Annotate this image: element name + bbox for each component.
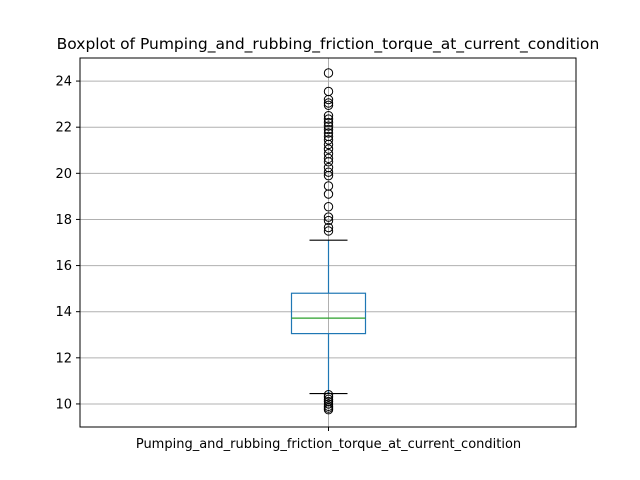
outlier-point [323,110,334,121]
outlier-point [323,157,334,167]
outlier-point [323,94,334,105]
y-tick-label: 12 [55,351,72,366]
y-tick-label: 24 [55,75,72,90]
iqr-box [290,292,367,335]
outlier-point [323,114,334,124]
y-tick-label: 22 [55,121,72,136]
outlier-point [323,390,334,400]
outlier-point [323,226,334,236]
y-tick-label: 10 [55,397,72,412]
outlier-point [323,139,334,150]
outlier-point [323,392,334,402]
x-tick-label: Pumping_and_rubbing_friction_torque_at_c… [136,437,521,452]
outlier-point [323,117,334,128]
outlier-point [323,167,334,177]
outlier-point [323,68,334,78]
outlier-point [323,215,334,226]
chart-title: Boxplot of Pumping_and_rubbing_friction_… [57,35,600,54]
outlier-point [323,144,334,154]
axes-frame [79,57,577,428]
y-tick-label: 20 [55,167,72,182]
outlier-point [323,202,334,212]
outlier-point [323,128,334,138]
outlier-point [323,121,334,131]
outlier-point [323,405,334,415]
outlier-point [323,124,334,135]
outlier-point [323,100,334,110]
y-tick-label: 14 [55,305,72,320]
y-tick-label: 16 [55,259,72,274]
outlier-point [323,153,334,164]
outlier-point [323,189,334,199]
outlier-point [323,212,334,222]
outlier-point [323,222,334,233]
outlier-point [323,170,334,181]
axes: 10 12 14 16 18 20 22 24 Pumping_and_rubbing_fric… [55,75,521,452]
outlier-point [323,399,334,409]
outlier-point [323,98,334,108]
plot-area [290,68,367,415]
outlier-point [323,135,334,145]
y-tick-label: 18 [55,213,72,228]
